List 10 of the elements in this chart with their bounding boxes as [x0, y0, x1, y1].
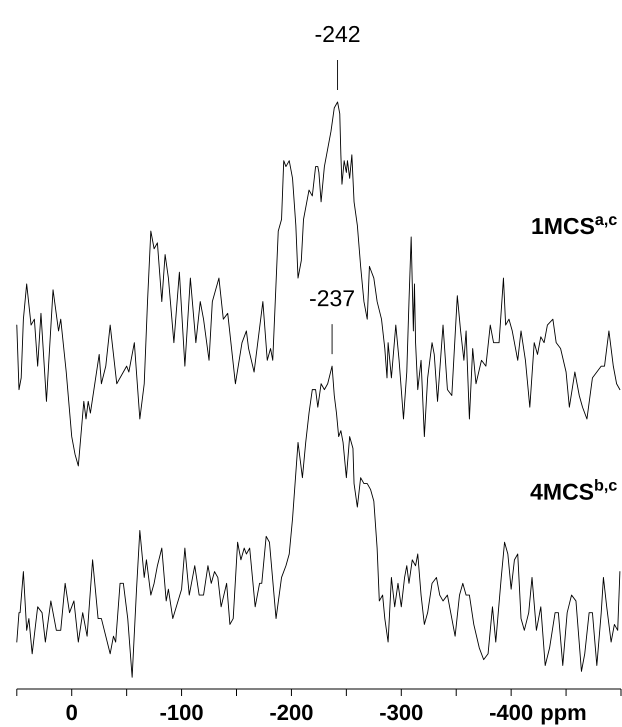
annotation: -237 — [310, 290, 354, 306]
text: 1MCS$^{a,c}$ — [532, 216, 617, 234]
x-tick-label: 0 — [66, 704, 77, 720]
annotation: -242 — [316, 26, 360, 42]
x-tick-label: -400 — [490, 704, 532, 720]
x-tick-label: -100 — [160, 704, 203, 720]
x-axis-title: ppm — [542, 708, 586, 725]
x-tick-label: -300 — [380, 704, 422, 720]
x-tick-label: -200 — [270, 704, 313, 720]
text: 4MCS$^{b,c}$ — [530, 478, 617, 500]
